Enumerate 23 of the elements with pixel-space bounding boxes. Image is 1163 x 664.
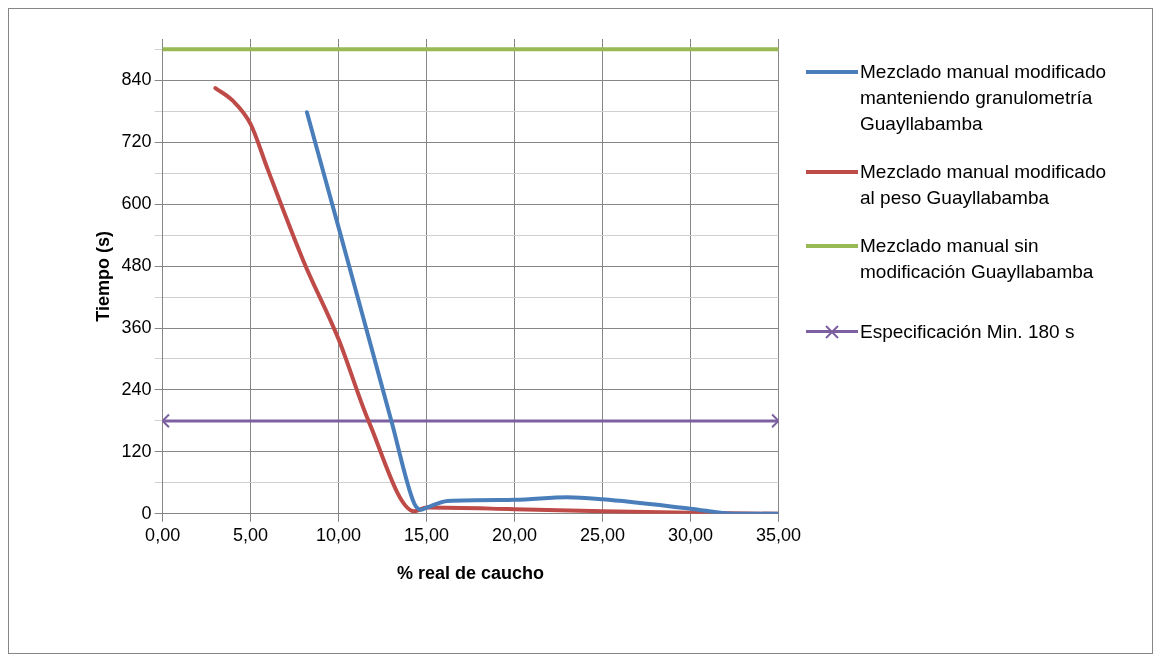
y-tick-label: 720 [121, 131, 152, 152]
legend-label: Especificación Min. 180 s [860, 320, 1076, 344]
y-tick-label: 240 [121, 378, 152, 399]
y-tick-label: 0 [141, 502, 152, 523]
x-tick-label: 5,00 [233, 524, 269, 545]
x-axis-title: % real de caucho [397, 563, 545, 584]
x-tick-label: 0,00 [145, 524, 181, 545]
x-tick-label: 35,00 [755, 524, 801, 545]
x-tick-label: 10,00 [316, 524, 362, 545]
y-tick-label: 600 [121, 193, 152, 214]
legend-label: Mezclado manual sin modificación Guayllabamba [860, 234, 1095, 284]
legend-label: Mezclado manual modificado manteniendo granulometría Guayllabamba [860, 60, 1108, 136]
y-axis-title: Tiempo (s) [92, 231, 113, 322]
x-tick-label: 20,00 [492, 524, 538, 545]
legend-label: Mezclado manual modificado al peso Guayllabamba [860, 160, 1108, 210]
line-series [304, 110, 779, 514]
y-tick-label: 360 [121, 316, 152, 337]
x-tick-label: 25,00 [580, 524, 626, 545]
y-tick-label: 840 [121, 69, 152, 90]
y-tick-label: 120 [121, 440, 152, 461]
x-tick-label: 15,00 [404, 524, 450, 545]
x-tick-label: 30,00 [667, 524, 714, 545]
y-tick-label: 480 [121, 255, 152, 276]
